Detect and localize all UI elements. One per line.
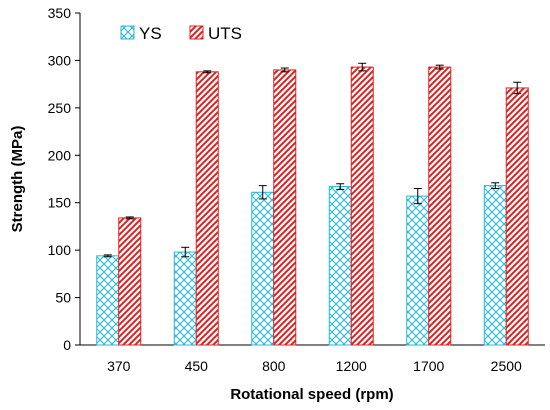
y-tick-label: 300 (48, 52, 72, 68)
x-tick-label-450: 450 (185, 358, 209, 374)
y-axis-title: Strength (MPa) (9, 126, 26, 233)
bar-uts-370 (118, 217, 142, 346)
bar-ys-2500 (483, 185, 507, 346)
bar-uts-1200 (350, 66, 374, 346)
error-bar-uts-370 (125, 216, 134, 220)
y-axis-ticks: 0 50 100 150 200 250 300 350 (48, 5, 80, 353)
x-tick-label-1700: 1700 (413, 358, 444, 374)
bar-ys-1200 (328, 186, 352, 346)
error-bar-ys-2500 (491, 182, 500, 189)
error-bar-uts-800 (280, 67, 289, 73)
error-bar-ys-800 (258, 185, 267, 200)
legend-swatch-uts (189, 25, 204, 40)
bar-ys-1700 (406, 195, 430, 346)
axes (79, 13, 545, 346)
error-bar-ys-1700 (413, 187, 422, 205)
y-tick-label: 350 (48, 5, 72, 21)
x-tick-label-800: 800 (262, 358, 286, 374)
y-tick-label: 50 (55, 290, 71, 306)
error-bar-uts-2500 (513, 81, 522, 95)
x-axis-tick-labels: 370 450 800 1200 1700 2500 (107, 358, 522, 374)
bar-ys-800 (251, 191, 275, 346)
legend-label-ys: YS (139, 24, 162, 43)
bar-uts-1700 (428, 66, 452, 346)
bar-uts-800 (273, 69, 297, 346)
legend-swatch-ys (120, 25, 135, 40)
error-bar-uts-1200 (358, 62, 367, 72)
bar-ys-370 (96, 255, 120, 346)
error-bars (103, 62, 522, 258)
error-bar-uts-1700 (435, 64, 444, 70)
legend: YS UTS (120, 24, 242, 43)
y-tick-label: 150 (48, 195, 72, 211)
y-tick-label: 200 (48, 147, 72, 163)
y-tick-label: 100 (48, 242, 72, 258)
x-tick-label-2500: 2500 (491, 358, 522, 374)
bar-ys-450 (173, 251, 197, 346)
bar-uts-2500 (505, 87, 529, 346)
error-bar-ys-370 (103, 254, 112, 258)
bar-uts-450 (195, 71, 219, 346)
error-bar-uts-450 (203, 70, 212, 74)
y-tick-label: 0 (63, 337, 71, 353)
y-tick-label: 250 (48, 100, 72, 116)
legend-label-uts: UTS (208, 24, 242, 43)
x-tick-label-370: 370 (107, 358, 131, 374)
error-bar-ys-1200 (336, 183, 345, 190)
x-tick-label-1200: 1200 (336, 358, 367, 374)
x-axis-title: Rotational speed (rpm) (230, 386, 393, 403)
error-bar-ys-450 (181, 246, 190, 258)
bars (96, 66, 529, 346)
